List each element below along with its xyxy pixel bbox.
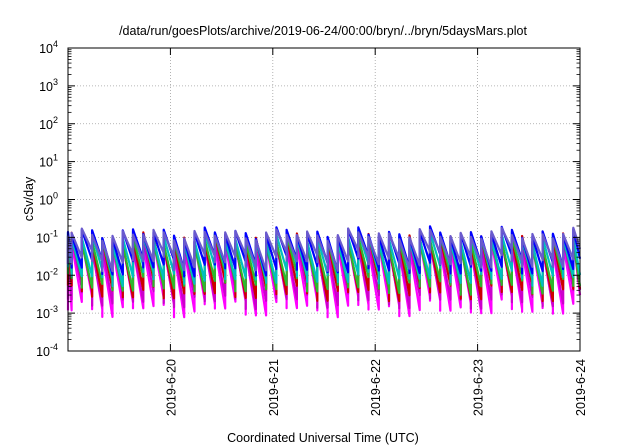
x-tick-label: 2019-6-22 bbox=[369, 359, 383, 416]
y-tick-label: 10-4 bbox=[36, 342, 58, 359]
x-axis: 2019-6-20 2019-6-21 2019-6-22 2019-6-23 2019… bbox=[164, 48, 588, 416]
y-axis-label: cSv/day bbox=[22, 176, 36, 221]
y-tick-label: 10-3 bbox=[36, 304, 58, 321]
y-tick-label: 103 bbox=[39, 77, 58, 94]
y-tick-label: 100 bbox=[39, 191, 58, 208]
y-axis: 10-4 10-3 10-2 10-1 100 101 102 103 104 bbox=[36, 39, 580, 359]
x-tick-label: 2019-6-21 bbox=[267, 359, 281, 416]
y-tick-label: 104 bbox=[39, 39, 58, 56]
grid bbox=[68, 48, 580, 351]
x-tick-label: 2019-6-23 bbox=[472, 359, 486, 416]
y-tick-label: 102 bbox=[39, 115, 58, 132]
x-tick-label: 2019-6-24 bbox=[574, 359, 588, 416]
series-layer bbox=[66, 225, 582, 319]
y-tick-label: 10-1 bbox=[36, 228, 58, 245]
y-tick-label: 101 bbox=[39, 153, 58, 170]
series-line bbox=[66, 226, 582, 273]
y-tick-label: 10-2 bbox=[36, 266, 58, 283]
x-tick-label: 2019-6-20 bbox=[164, 359, 178, 416]
x-axis-label: Coordinated Universal Time (UTC) bbox=[227, 431, 419, 445]
chart-title: /data/run/goesPlots/archive/2019-06-24/0… bbox=[119, 24, 527, 38]
